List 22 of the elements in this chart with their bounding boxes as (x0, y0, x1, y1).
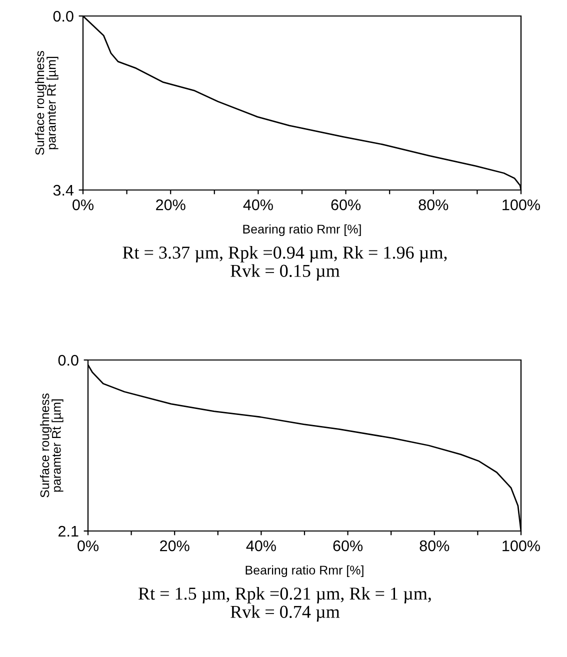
text: Rt = 3.37 µm, Rpk =0.94 µm, Rk = 1.96 µm, Rvk = 0.15 µm (122, 246, 447, 281)
y-tick-label: 2.1 (58, 526, 78, 537)
x-tick-label: 40% (243, 199, 273, 210)
y-axis-title: Surface roughness paramter Rt [µm] (34, 50, 58, 155)
y-tick-label: 0.0 (58, 354, 78, 366)
x-tick-label: 100% (502, 540, 540, 552)
x-axis-title: Bearing ratio Rmr [%] (246, 565, 364, 578)
text: Rt = 1.5 µm, Rpk =0.21 µm, Rk = 1 µm, Rvk = 0.74 µm (138, 587, 431, 622)
y-tick-label: 0.0 (53, 10, 74, 22)
x-tick-label: 80% (418, 199, 448, 210)
x-tick-label: 80% (420, 540, 450, 552)
x-tick-label: 20% (160, 540, 190, 552)
x-tick-label: 20% (156, 199, 186, 210)
x-tick-label: 100% (502, 199, 540, 210)
x-tick-label: 0% (78, 540, 98, 552)
x-axis-title: Bearing ratio Rmr [%] (243, 224, 361, 236)
y-tick-label: 3.4 (53, 184, 74, 196)
x-tick-label: 40% (246, 540, 276, 552)
y-axis-title: Surface roughness paramter Rt [µm] (40, 393, 64, 498)
x-tick-label: 60% (333, 540, 363, 552)
x-tick-label: 0% (72, 199, 94, 210)
x-tick-label: 60% (331, 199, 361, 210)
